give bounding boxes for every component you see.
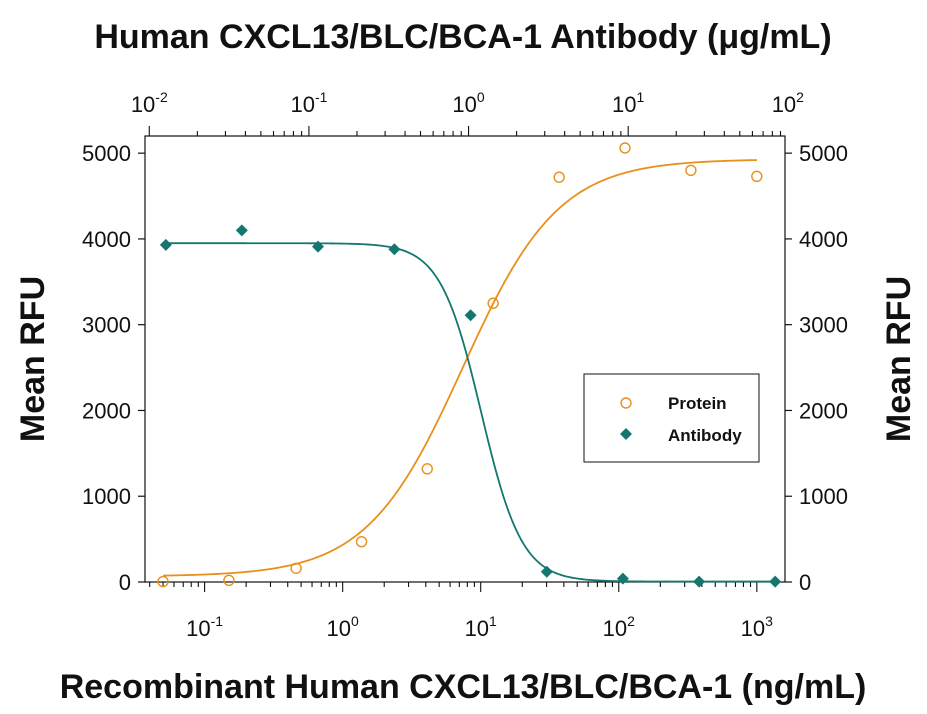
legend-box: [583, 373, 760, 463]
antibody-fit-curve: [165, 242, 776, 583]
left-y-tick-label: 5000: [82, 141, 131, 166]
antibody-data-point: [540, 565, 553, 578]
bottom-axis-tick-base: 10: [465, 616, 489, 641]
right-y-axis-label: Mean RFU: [880, 276, 918, 442]
top-axis-tick-exponent: 0: [477, 89, 485, 105]
top-axis-title: Human CXCL13/BLC/BCA-1 Antibody (μg/mL): [94, 18, 831, 56]
protein-data-point: [553, 171, 565, 183]
bottom-axis-tick-exponent: 2: [627, 613, 635, 629]
protein-data-point: [157, 575, 169, 588]
top-axis-tick-base: 10: [290, 92, 314, 117]
data-points: [157, 142, 782, 588]
bottom-axis-tick-exponent: 0: [351, 613, 359, 629]
left-y-axis-label: Mean RFU: [14, 276, 52, 442]
bottom-axis-tick-exponent: 3: [765, 613, 773, 629]
bottom-axis-ticks: 10-1 100 101 102 103: [149, 582, 773, 641]
top-axis-tick-label: 100: [452, 89, 484, 117]
protein-data-point: [290, 562, 302, 574]
top-axis-tick-label: 102: [772, 89, 804, 117]
legend-antibody-label: Antibody: [668, 426, 742, 445]
antibody-data-point: [769, 575, 782, 588]
right-y-tick-label: 3000: [799, 313, 848, 338]
left-y-tick-label: 3000: [82, 313, 131, 338]
bottom-axis-tick-label: 101: [465, 613, 497, 641]
protein-fit-curve: [163, 159, 757, 577]
right-y-tick-label: 0: [799, 570, 811, 595]
legend-protein-marker: [620, 397, 632, 409]
bottom-axis-label: Recombinant Human CXCL13/BLC/BCA-1 (ng/m…: [60, 668, 867, 706]
right-y-tick-label: 4000: [799, 227, 848, 252]
protein-data-point: [487, 297, 499, 309]
bottom-axis-tick-exponent: -1: [211, 613, 224, 629]
antibody-data-point: [159, 238, 172, 251]
bottom-axis-tick-base: 10: [327, 616, 351, 641]
antibody-data-point: [464, 309, 477, 322]
bottom-axis-tick-label: 102: [603, 613, 635, 641]
legend-protein-label: Protein: [668, 394, 727, 413]
right-y-axis-ticks: 0 1000 2000 3000 4000 5000: [785, 141, 848, 595]
top-axis-tick-base: 10: [612, 92, 636, 117]
bottom-axis-tick-exponent: 1: [489, 613, 497, 629]
legend-antibody-marker: [620, 428, 632, 440]
top-axis-tick-label: 10-2: [131, 89, 168, 117]
protein-data-point: [619, 142, 631, 154]
bottom-axis-tick-base: 10: [741, 616, 765, 641]
protein-data-point: [685, 164, 697, 177]
left-y-tick-label: 0: [119, 570, 131, 595]
top-axis-tick-base: 10: [772, 92, 796, 117]
top-axis-tick-exponent: -2: [155, 89, 168, 105]
fit-curves: [163, 159, 776, 583]
protein-data-point: [223, 574, 235, 586]
top-axis-tick-label: 10-1: [290, 89, 327, 117]
bottom-axis-tick-label: 10-1: [186, 613, 223, 641]
right-y-tick-label: 2000: [799, 398, 848, 423]
bottom-axis-tick-base: 10: [603, 616, 627, 641]
antibody-data-point: [693, 575, 706, 588]
protein-data-point: [421, 463, 433, 475]
bottom-axis-tick-label: 103: [741, 613, 773, 641]
top-axis-tick-base: 10: [452, 92, 476, 117]
left-y-tick-label: 2000: [82, 398, 131, 423]
bottom-axis-tick-label: 100: [327, 613, 359, 641]
top-axis-ticks: 10-2 10-1 100 101 102: [131, 89, 804, 136]
top-axis-tick-exponent: 2: [796, 89, 804, 105]
antibody-data-point: [312, 240, 325, 253]
left-y-axis-ticks: 0 1000 2000 3000 4000 5000: [82, 141, 145, 595]
legend: Protein Antibody: [583, 373, 760, 463]
left-y-tick-label: 1000: [82, 484, 131, 509]
top-axis-tick-base: 10: [131, 92, 155, 117]
top-axis-tick-exponent: -1: [315, 89, 328, 105]
protein-data-point: [355, 535, 368, 548]
protein-data-point: [751, 170, 763, 183]
plot-frame: [144, 135, 786, 583]
left-y-tick-label: 4000: [82, 227, 131, 252]
right-y-tick-label: 5000: [799, 141, 848, 166]
top-axis-tick-label: 101: [612, 89, 644, 117]
antibody-data-point: [388, 243, 401, 256]
antibody-data-point: [235, 224, 248, 237]
top-axis-tick-exponent: 1: [637, 89, 645, 105]
bottom-axis-tick-base: 10: [186, 616, 210, 641]
right-y-tick-label: 1000: [799, 484, 848, 509]
antibody-data-point: [616, 572, 629, 585]
